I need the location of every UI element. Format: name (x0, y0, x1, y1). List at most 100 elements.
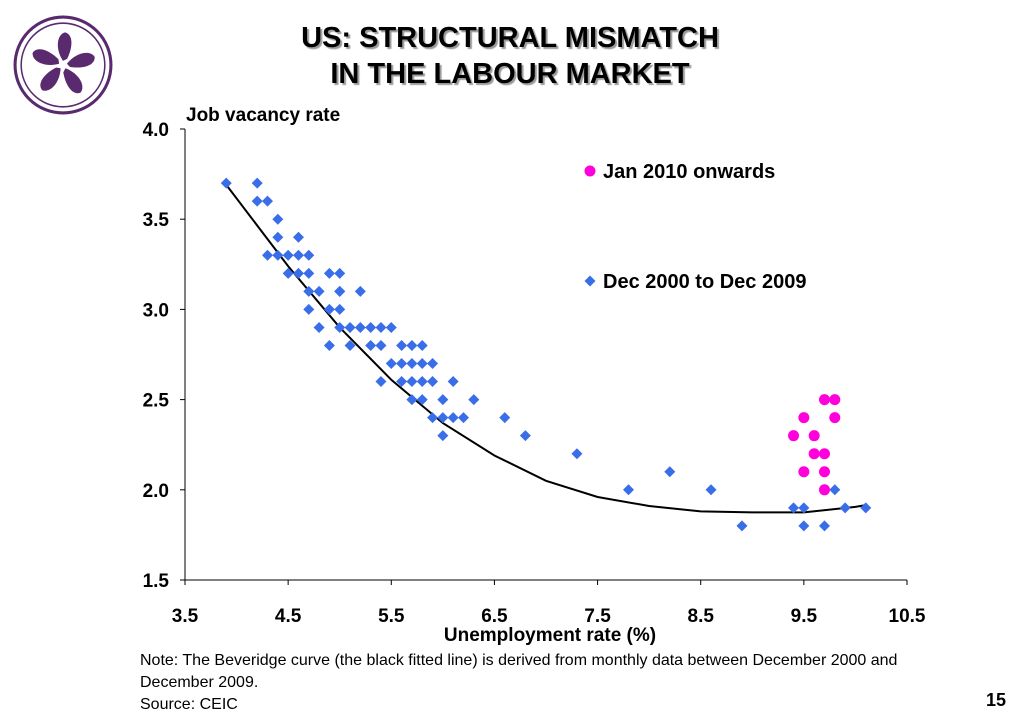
y-tick-label: 4.0 (143, 120, 169, 141)
point-dec-2000-to-dec-2009 (323, 267, 335, 279)
fitted-curve-layer (225, 184, 866, 514)
point-dec-2000-to-dec-2009 (303, 303, 315, 315)
point-dec-2000-to-dec-2009 (251, 195, 263, 207)
point-dec-2000-to-dec-2009 (303, 249, 315, 261)
x-tick-label: 9.5 (791, 606, 818, 627)
point-dec-2000-to-dec-2009 (251, 177, 263, 189)
point-dec-2000-to-dec-2009 (303, 285, 315, 297)
point-dec-2000-to-dec-2009 (313, 285, 325, 297)
point-dec-2000-to-dec-2009 (437, 430, 449, 442)
point-dec-2000-to-dec-2009 (406, 394, 418, 406)
point-dec-2000-to-dec-2009 (323, 339, 335, 351)
point-dec-2000-to-dec-2009 (860, 502, 872, 514)
y-axis-label: Job vacancy rate (186, 105, 340, 126)
x-tick-label: 4.5 (275, 606, 302, 627)
point-dec-2000-to-dec-2009 (499, 412, 511, 424)
title-line-2: IN THE LABOUR MARKET (330, 58, 690, 90)
point-dec-2000-to-dec-2009 (220, 177, 232, 189)
point-jan-2010-onwards (808, 448, 820, 460)
point-dec-2000-to-dec-2009 (344, 339, 356, 351)
bauhinia-logo-icon (13, 15, 113, 115)
point-dec-2000-to-dec-2009 (272, 249, 284, 261)
point-dec-2000-to-dec-2009 (788, 502, 800, 514)
legend-marker (584, 275, 596, 287)
y-tick-label: 2.0 (143, 481, 169, 502)
point-dec-2000-to-dec-2009 (427, 412, 439, 424)
point-dec-2000-to-dec-2009 (334, 267, 346, 279)
point-dec-2000-to-dec-2009 (272, 213, 284, 225)
point-dec-2000-to-dec-2009 (334, 303, 346, 315)
legend-label: Jan 2010 onwards (603, 161, 775, 183)
point-jan-2010-onwards (798, 412, 810, 424)
point-dec-2000-to-dec-2009 (416, 394, 428, 406)
point-dec-2000-to-dec-2009 (736, 520, 748, 532)
data-points-layer (220, 177, 872, 532)
point-dec-2000-to-dec-2009 (282, 249, 294, 261)
point-dec-2000-to-dec-2009 (385, 321, 397, 333)
point-jan-2010-onwards (818, 394, 830, 406)
point-dec-2000-to-dec-2009 (416, 358, 428, 370)
point-dec-2000-to-dec-2009 (818, 520, 830, 532)
y-tick-label: 1.5 (143, 571, 170, 592)
y-tick-label: 2.5 (143, 391, 170, 412)
y-tick-label: 3.5 (143, 210, 170, 231)
page-number: 15 (985, 690, 1006, 710)
point-dec-2000-to-dec-2009 (375, 321, 387, 333)
point-dec-2000-to-dec-2009 (427, 358, 439, 370)
point-dec-2000-to-dec-2009 (292, 231, 304, 243)
point-dec-2000-to-dec-2009 (519, 430, 531, 442)
x-tick-label: 6.5 (481, 606, 508, 627)
point-dec-2000-to-dec-2009 (272, 231, 284, 243)
point-dec-2000-to-dec-2009 (798, 520, 810, 532)
point-jan-2010-onwards (818, 484, 830, 496)
point-jan-2010-onwards (788, 430, 800, 442)
point-jan-2010-onwards (818, 448, 830, 460)
point-dec-2000-to-dec-2009 (427, 376, 439, 388)
chart-legend: Jan 2010 onwards Dec 2000 to Dec 2009 (584, 161, 806, 293)
point-dec-2000-to-dec-2009 (406, 376, 418, 388)
slide-title: US: STRUCTURAL MISMATCH IN THE LABOUR MA… (160, 20, 860, 92)
point-dec-2000-to-dec-2009 (571, 448, 583, 460)
point-jan-2010-onwards (798, 466, 810, 478)
point-dec-2000-to-dec-2009 (839, 502, 851, 514)
chart-note: Note: The Beveridge curve (the black fit… (140, 650, 960, 716)
point-dec-2000-to-dec-2009 (292, 249, 304, 261)
point-dec-2000-to-dec-2009 (705, 484, 717, 496)
x-tick-label: 8.5 (688, 606, 715, 627)
point-jan-2010-onwards (818, 466, 830, 478)
legend-marker (584, 165, 596, 177)
point-dec-2000-to-dec-2009 (262, 195, 274, 207)
point-dec-2000-to-dec-2009 (365, 339, 377, 351)
title-line-1: US: STRUCTURAL MISMATCH (301, 22, 719, 54)
point-dec-2000-to-dec-2009 (334, 321, 346, 333)
point-dec-2000-to-dec-2009 (354, 285, 366, 297)
point-dec-2000-to-dec-2009 (396, 339, 408, 351)
point-dec-2000-to-dec-2009 (385, 358, 397, 370)
x-tick-label: 10.5 (889, 606, 926, 627)
point-jan-2010-onwards (829, 412, 841, 424)
point-dec-2000-to-dec-2009 (292, 267, 304, 279)
point-dec-2000-to-dec-2009 (282, 267, 294, 279)
point-dec-2000-to-dec-2009 (334, 285, 346, 297)
y-tick-label: 3.0 (143, 300, 169, 321)
chart-axes: 1.5 2.0 2.5 3.0 3.5 4.0 3.5 4.5 5.5 6.5 7.5 8.5 9.5 1… (143, 120, 926, 627)
point-dec-2000-to-dec-2009 (416, 339, 428, 351)
point-jan-2010-onwards (829, 394, 841, 406)
point-dec-2000-to-dec-2009 (375, 376, 387, 388)
point-dec-2000-to-dec-2009 (664, 466, 676, 478)
point-dec-2000-to-dec-2009 (623, 484, 635, 496)
point-dec-2000-to-dec-2009 (437, 394, 449, 406)
point-dec-2000-to-dec-2009 (262, 249, 274, 261)
point-dec-2000-to-dec-2009 (354, 321, 366, 333)
point-dec-2000-to-dec-2009 (396, 358, 408, 370)
point-dec-2000-to-dec-2009 (416, 376, 428, 388)
point-dec-2000-to-dec-2009 (798, 502, 810, 514)
point-dec-2000-to-dec-2009 (406, 339, 418, 351)
point-dec-2000-to-dec-2009 (303, 267, 315, 279)
point-dec-2000-to-dec-2009 (468, 394, 480, 406)
legend-label: Dec 2000 to Dec 2009 (603, 271, 806, 293)
note-text: Note: The Beveridge curve (the black fit… (140, 652, 898, 691)
point-dec-2000-to-dec-2009 (437, 412, 449, 424)
point-dec-2000-to-dec-2009 (344, 321, 356, 333)
